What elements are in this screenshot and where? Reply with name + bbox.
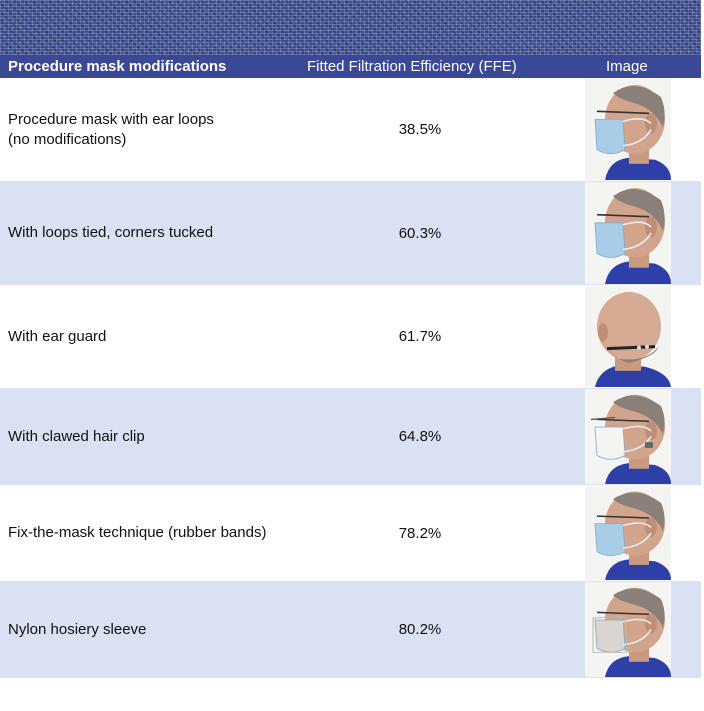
mask-photo: [585, 582, 671, 677]
row-label: With loops tied, corners tucked: [8, 224, 214, 241]
row-ffe: 61.7%: [398, 328, 442, 345]
decorative-banner: [0, 0, 701, 55]
row-ffe: 64.8%: [398, 428, 442, 445]
row-ffe: 38.5%: [398, 121, 442, 138]
table-body: Procedure mask with ear loops (no modifi…: [0, 78, 704, 678]
table-row: With ear guard 61.7%: [0, 285, 701, 388]
table-row: With loops tied, corners tucked 60.3%: [0, 181, 701, 285]
header-modifications: Procedure mask modifications: [8, 58, 227, 75]
mask-photo: [585, 486, 671, 580]
row-ffe: 60.3%: [398, 224, 442, 242]
header-ffe: Fitted Filtration Efficiency (FFE): [307, 58, 517, 75]
mask-photo: [585, 182, 671, 284]
table-row: With clawed hair clip 64.8%: [0, 388, 701, 485]
row-label: With clawed hair clip: [8, 427, 145, 445]
mask-photo: [585, 389, 671, 484]
row-label: Fix-the-mask technique (rubber bands): [8, 524, 267, 541]
table-row: Nylon hosiery sleeve 80.2%: [0, 581, 701, 678]
row-label: Procedure mask with ear loops (no modifi…: [8, 110, 214, 148]
mask-photo: [585, 79, 671, 180]
table-row: Fix-the-mask technique (rubber bands) 78…: [0, 485, 701, 581]
row-ffe: 80.2%: [398, 621, 442, 638]
table-header: Procedure mask modifications Fitted Filt…: [0, 55, 701, 78]
row-ffe: 78.2%: [398, 524, 442, 542]
row-label: With ear guard: [8, 327, 107, 345]
row-label: Nylon hosiery sleeve: [8, 620, 147, 638]
ear-guard-photo: [585, 286, 671, 387]
header-image: Image: [606, 58, 648, 75]
table-row: Procedure mask with ear loops (no modifi…: [0, 78, 701, 181]
